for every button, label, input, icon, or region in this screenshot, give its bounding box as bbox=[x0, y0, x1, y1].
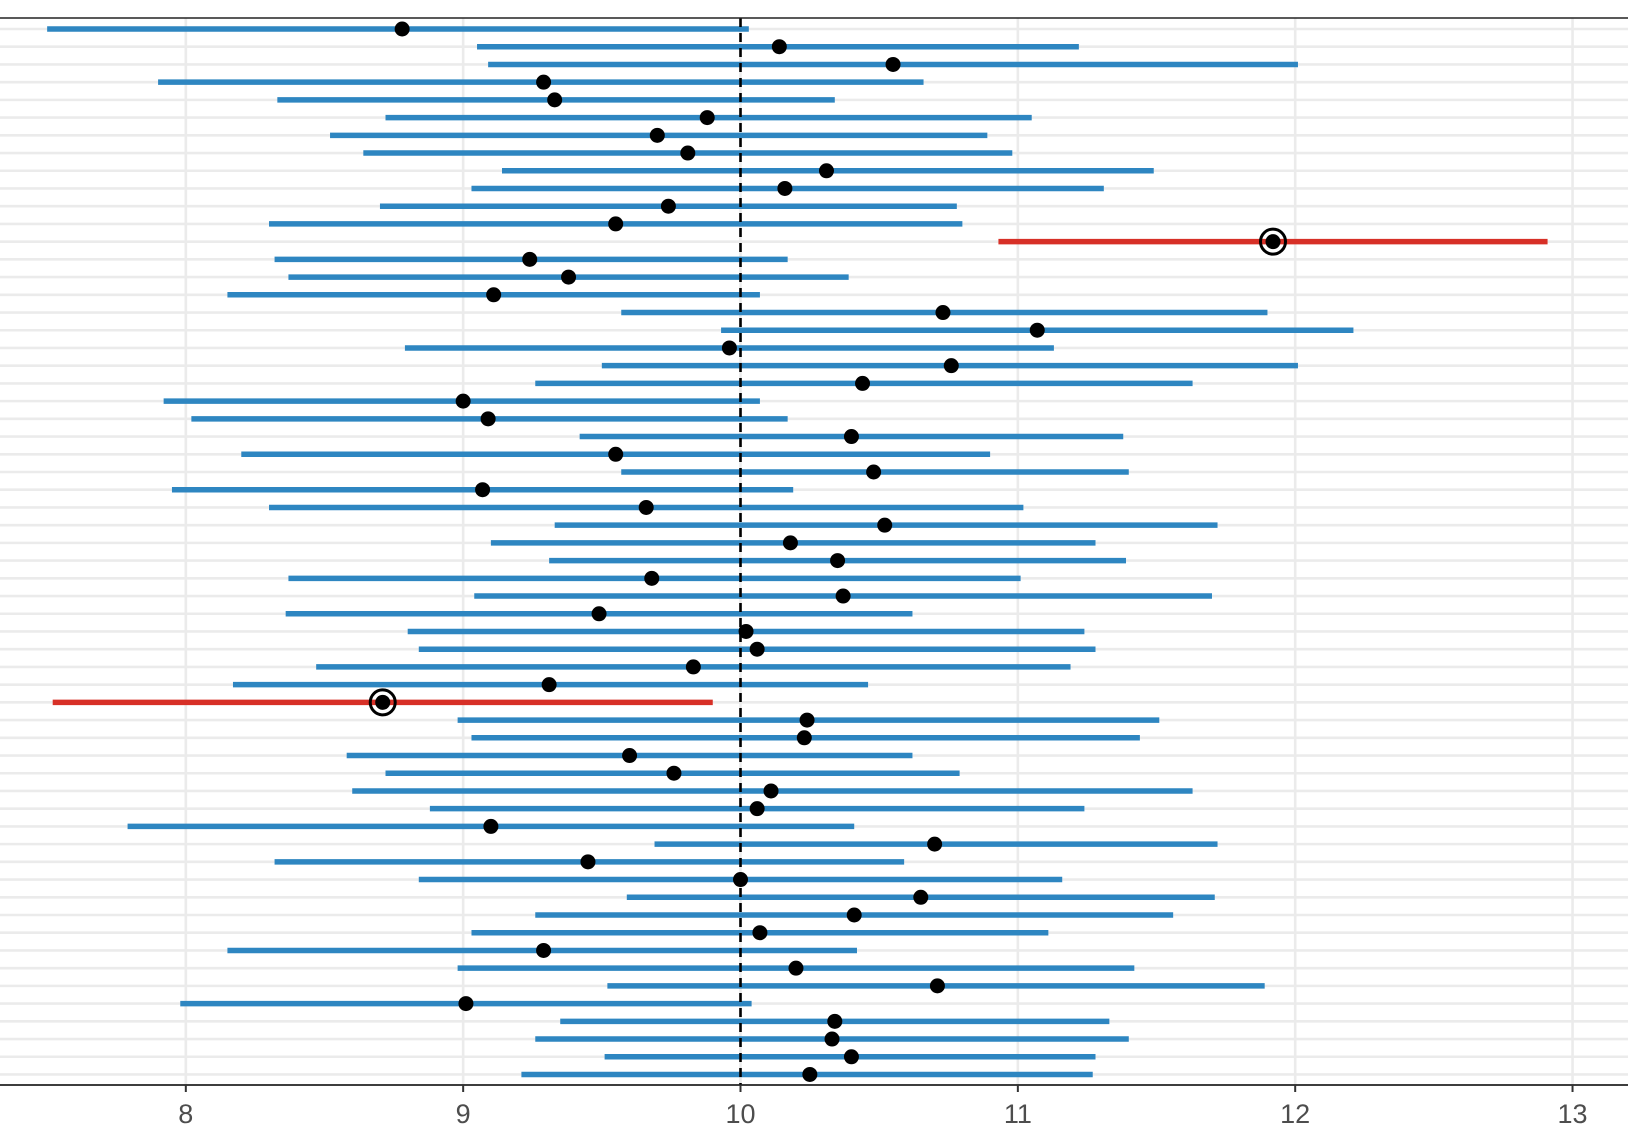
point-estimate bbox=[802, 1066, 818, 1082]
x-tick-label: 10 bbox=[725, 1099, 755, 1129]
point-estimate bbox=[777, 180, 793, 196]
point-estimate bbox=[733, 872, 749, 888]
x-tick-label: 8 bbox=[178, 1099, 193, 1129]
x-tick-label: 13 bbox=[1558, 1099, 1588, 1129]
point-estimate bbox=[580, 854, 596, 870]
point-estimate bbox=[660, 198, 676, 214]
x-tick-label: 11 bbox=[1004, 1099, 1032, 1129]
point-estimate bbox=[522, 251, 538, 267]
point-estimate bbox=[536, 942, 552, 958]
point-estimate bbox=[749, 641, 765, 657]
point-estimate bbox=[885, 56, 901, 72]
point-estimate bbox=[721, 340, 737, 356]
point-estimate bbox=[375, 694, 391, 710]
point-estimate bbox=[935, 305, 951, 321]
point-estimate bbox=[1029, 322, 1045, 338]
point-estimate bbox=[824, 1031, 840, 1047]
point-estimate bbox=[483, 818, 499, 834]
x-tick-label: 12 bbox=[1280, 1099, 1310, 1129]
point-estimate bbox=[830, 553, 846, 569]
point-estimate bbox=[913, 889, 929, 905]
point-estimate bbox=[541, 677, 557, 693]
point-estimate bbox=[738, 623, 754, 639]
point-estimate bbox=[782, 535, 798, 551]
point-estimate bbox=[827, 1013, 843, 1029]
point-estimate bbox=[591, 606, 607, 622]
point-estimate bbox=[843, 429, 859, 445]
point-estimate bbox=[666, 765, 682, 781]
point-estimate bbox=[835, 588, 851, 604]
point-estimate bbox=[818, 163, 834, 179]
point-estimate bbox=[929, 978, 945, 994]
point-estimate bbox=[480, 411, 496, 427]
point-estimate bbox=[622, 748, 638, 764]
point-estimate bbox=[846, 907, 862, 923]
point-estimate bbox=[638, 499, 654, 515]
point-estimate bbox=[699, 110, 715, 126]
point-estimate bbox=[752, 925, 768, 941]
point-estimate bbox=[763, 783, 779, 799]
point-estimate bbox=[455, 393, 471, 409]
point-estimate bbox=[788, 960, 804, 976]
x-axis: 8 9 10 11 12 13 bbox=[0, 1084, 1628, 1129]
point-estimate bbox=[877, 517, 893, 533]
point-estimate bbox=[475, 482, 491, 498]
point-estimate bbox=[608, 446, 624, 462]
point-estimate bbox=[749, 801, 765, 817]
point-estimate bbox=[685, 659, 701, 675]
point-estimate bbox=[536, 74, 552, 90]
point-estimate bbox=[458, 996, 474, 1012]
point-estimate bbox=[561, 269, 577, 285]
point-estimate bbox=[866, 464, 882, 480]
point-estimate bbox=[927, 836, 943, 852]
point-estimate bbox=[394, 21, 410, 37]
x-tick-label: 9 bbox=[456, 1099, 471, 1129]
point-estimate bbox=[649, 127, 665, 143]
point-estimate bbox=[799, 712, 815, 728]
point-estimate bbox=[796, 730, 812, 746]
point-estimate bbox=[771, 39, 787, 55]
point-estimate bbox=[843, 1049, 859, 1065]
highlight-ring bbox=[368, 688, 397, 717]
point-estimate bbox=[855, 375, 871, 391]
point-estimate bbox=[680, 145, 696, 161]
point-estimate bbox=[486, 287, 502, 303]
point-estimate bbox=[608, 216, 624, 232]
highlight-ring bbox=[1259, 227, 1288, 256]
point-estimate bbox=[1265, 234, 1281, 250]
point-estimate bbox=[547, 92, 563, 108]
point-estimate bbox=[943, 358, 959, 374]
point-estimates bbox=[368, 21, 1288, 1082]
x-axis-ticks: 8 9 10 11 12 13 bbox=[178, 1085, 1588, 1129]
point-estimate bbox=[644, 570, 660, 586]
